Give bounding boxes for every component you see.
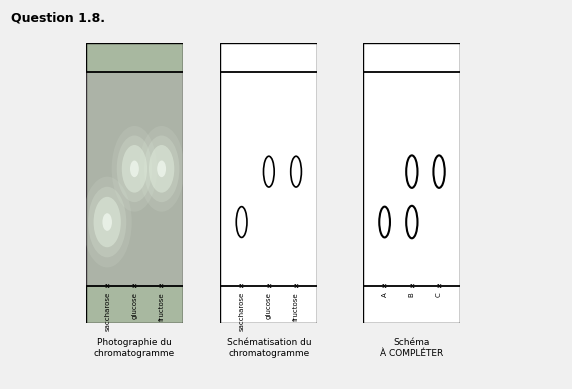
Text: saccharose: saccharose <box>239 292 245 331</box>
Text: fructose: fructose <box>293 292 299 321</box>
Ellipse shape <box>122 145 147 193</box>
Text: x: x <box>436 282 442 291</box>
Text: x: x <box>293 282 299 291</box>
Text: Schématisation du
chromatogramme: Schématisation du chromatogramme <box>227 338 311 358</box>
Ellipse shape <box>112 126 157 212</box>
Text: x: x <box>267 282 271 291</box>
Ellipse shape <box>149 145 174 193</box>
Text: A: A <box>382 292 388 297</box>
Text: B: B <box>409 292 415 297</box>
Text: C: C <box>436 292 442 297</box>
Text: Schéma
À COMPLÉTER: Schéma À COMPLÉTER <box>380 338 443 358</box>
Ellipse shape <box>130 161 139 177</box>
Bar <box>86 72 183 286</box>
Text: saccharose: saccharose <box>104 292 110 331</box>
Text: x: x <box>105 282 110 291</box>
Ellipse shape <box>94 197 121 247</box>
Text: Question 1.8.: Question 1.8. <box>11 12 105 25</box>
Ellipse shape <box>102 213 112 231</box>
Ellipse shape <box>117 135 152 202</box>
Text: x: x <box>239 282 244 291</box>
Ellipse shape <box>144 135 180 202</box>
Ellipse shape <box>157 161 166 177</box>
Text: x: x <box>132 282 137 291</box>
Text: x: x <box>410 282 414 291</box>
Text: glucose: glucose <box>132 292 137 319</box>
Ellipse shape <box>88 187 126 258</box>
Text: fructose: fructose <box>158 292 165 321</box>
Ellipse shape <box>139 126 184 212</box>
Text: x: x <box>159 282 164 291</box>
Text: glucose: glucose <box>266 292 272 319</box>
Text: x: x <box>382 282 387 291</box>
Text: Photographie du
chromatogramme: Photographie du chromatogramme <box>94 338 175 358</box>
Ellipse shape <box>83 177 132 267</box>
